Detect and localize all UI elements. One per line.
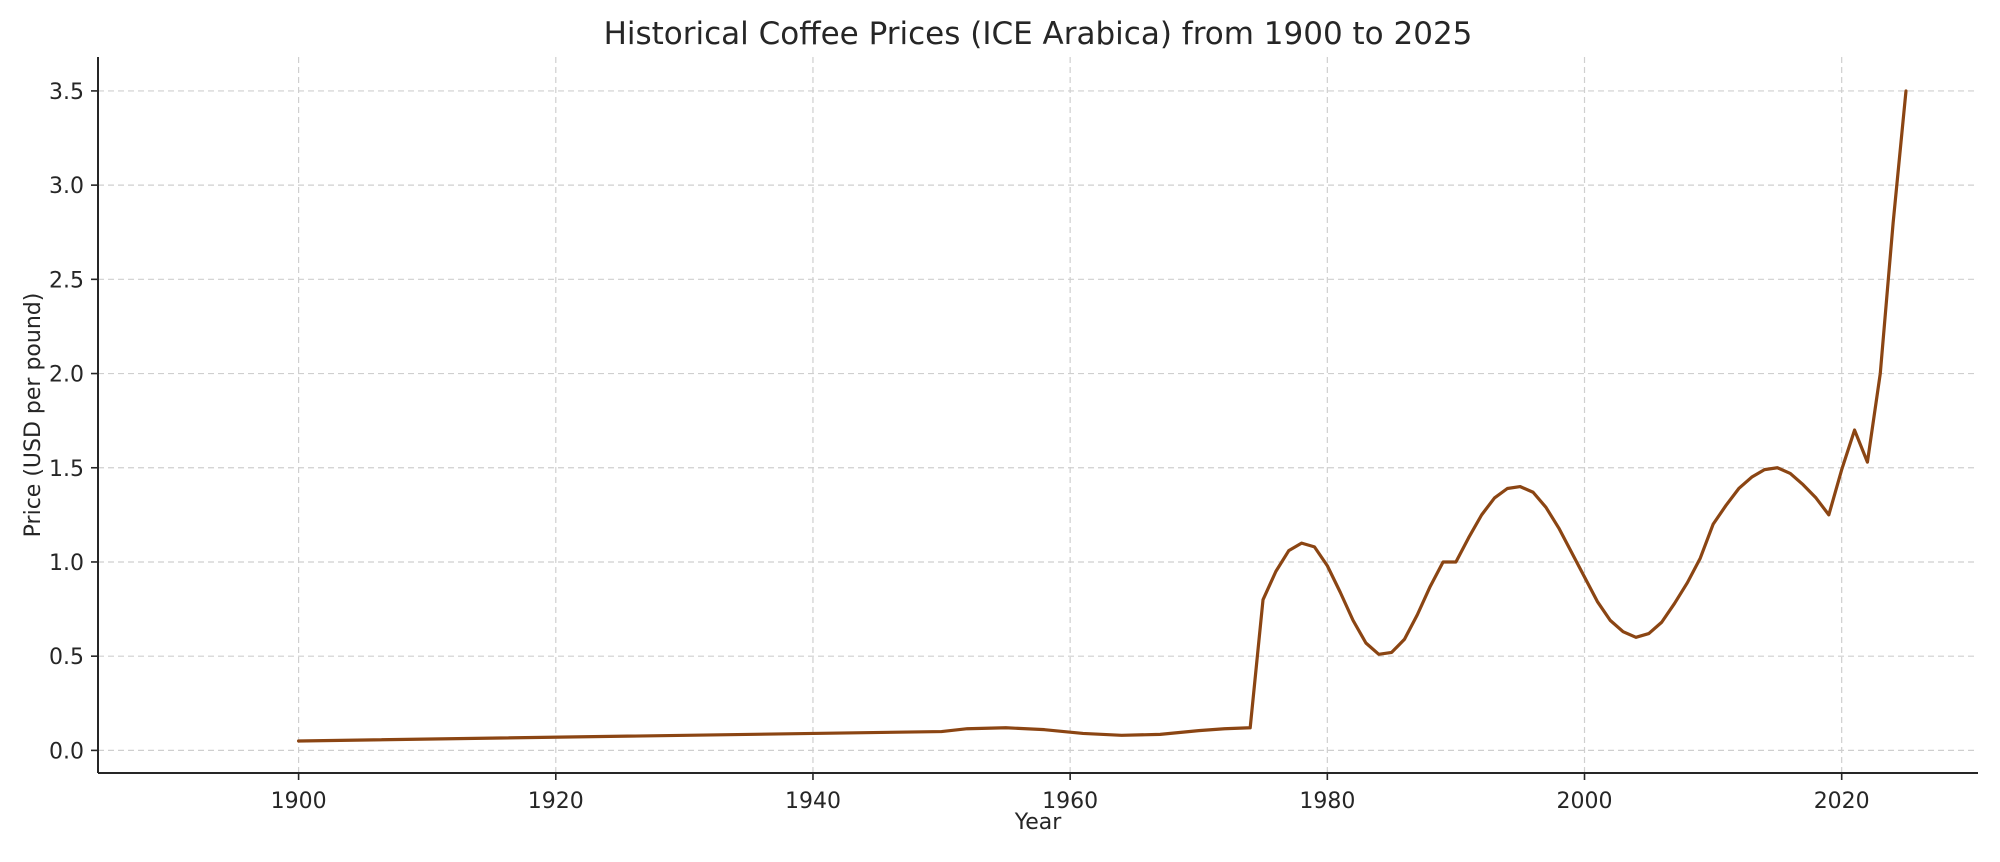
y-tick-label: 2.0 xyxy=(49,363,84,388)
y-tick-label: 1.0 xyxy=(49,551,84,576)
grid-lines xyxy=(98,57,1978,773)
y-axis-label: Price (USD per pound) xyxy=(21,293,46,538)
y-tick-label: 1.5 xyxy=(49,457,84,482)
x-tick-label: 1940 xyxy=(785,789,841,814)
x-tick-label: 2000 xyxy=(1557,789,1613,814)
ticks: 1900 1920 1940 1960 1980 2000 2020 0.0 0.5 1.0 1.5… xyxy=(49,80,1870,814)
x-axis-label: Year xyxy=(1014,810,1063,835)
x-tick-label: 1920 xyxy=(528,789,584,814)
y-tick-label: 0.5 xyxy=(49,645,84,670)
data-series xyxy=(297,89,1908,743)
chart-title: Historical Coffee Prices (ICE Arabica) f… xyxy=(604,16,1473,52)
y-tick-label: 0.0 xyxy=(49,739,84,764)
y-tick-label: 3.0 xyxy=(49,174,84,199)
x-tick-label: 1980 xyxy=(1299,789,1355,814)
x-tick-label: 1960 xyxy=(1042,789,1098,814)
x-tick-label: 2020 xyxy=(1814,789,1870,814)
x-tick-label: 1900 xyxy=(271,789,327,814)
y-tick-label: 3.5 xyxy=(49,80,84,105)
axes xyxy=(97,57,1978,774)
y-tick-label: 2.5 xyxy=(49,268,84,293)
price-series-line xyxy=(297,89,1908,743)
